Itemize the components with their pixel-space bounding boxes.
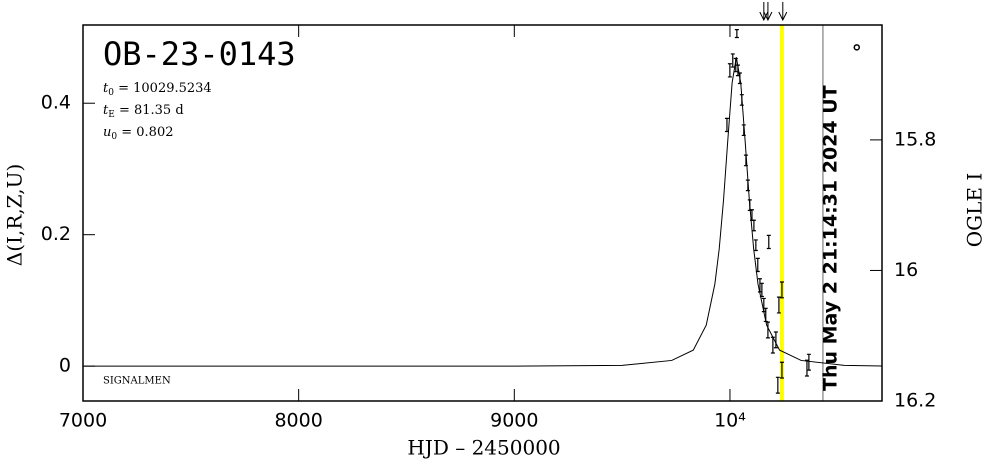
param-subscript: 0 <box>108 88 114 98</box>
x-tick-label: 10⁴ <box>714 410 746 432</box>
data-point <box>853 44 861 51</box>
error-bar <box>761 297 766 313</box>
arrow <box>763 2 773 22</box>
parameter: t0 = 10029.5234 <box>103 81 212 98</box>
arrow <box>759 2 769 22</box>
y-tick-label: 0.4 <box>41 92 71 114</box>
arrow <box>778 2 788 22</box>
error-bar <box>724 117 729 133</box>
param-value: = 0.802 <box>117 125 173 140</box>
error-bar <box>806 353 811 371</box>
error-bar <box>735 64 740 77</box>
x-tick-label: 9000 <box>490 410 538 432</box>
param-symbol: u <box>103 125 111 140</box>
error-bar <box>734 29 739 39</box>
chart-title: OB-23-0143 <box>103 35 296 73</box>
error-bar <box>743 154 748 167</box>
error-bar <box>730 53 735 68</box>
error-bar <box>773 331 778 349</box>
param-subscript: 0 <box>111 132 117 142</box>
error-bar <box>727 63 732 78</box>
marker-label: Thu May 2 21:14:31 2024 UT <box>819 85 841 391</box>
error-bar <box>776 296 781 314</box>
error-bar <box>745 179 750 192</box>
error-bar <box>751 219 756 232</box>
error-bar <box>753 239 758 252</box>
y-tick-label: 0 <box>59 355 71 377</box>
x-tick-label: 8000 <box>274 410 322 432</box>
y2-tick-label: 16 <box>894 259 918 281</box>
param-symbol: t <box>103 81 109 96</box>
parameter: tE = 81.35 d <box>103 103 184 120</box>
y-tick-label: 0.2 <box>41 223 71 245</box>
y-axis-label: Δ(I,R,Z,U) <box>3 164 27 266</box>
note: SIGNALMEN <box>103 376 171 387</box>
y2-tick-label: 15.8 <box>894 128 936 150</box>
error-bar <box>757 278 762 293</box>
error-bar <box>737 72 742 85</box>
error-bar <box>775 376 780 394</box>
error-bar <box>765 321 770 339</box>
error-bar <box>766 234 771 250</box>
y2-tick-label: 16.2 <box>894 390 936 412</box>
error-bar <box>755 257 760 273</box>
error-bar <box>770 336 775 354</box>
error-bar <box>741 124 746 137</box>
error-bar <box>747 199 752 211</box>
error-bar <box>759 282 764 298</box>
error-bar <box>779 281 784 299</box>
error-bar <box>739 94 744 106</box>
x-axis-label: HJD – 2450000 <box>407 436 560 459</box>
error-bar <box>779 361 784 379</box>
error-bar <box>804 359 809 377</box>
plot-frame <box>82 24 883 402</box>
y2-axis-label: OGLE I <box>963 173 986 248</box>
error-bar <box>733 57 738 73</box>
param-value: = 81.35 d <box>115 103 184 118</box>
parameter: u0 = 0.802 <box>103 125 173 142</box>
param-value: = 10029.5234 <box>114 81 212 96</box>
param-subscript: E <box>108 110 115 120</box>
error-bar <box>763 307 768 323</box>
x-tick-label: 7000 <box>59 410 107 432</box>
param-symbol: t <box>103 103 109 118</box>
